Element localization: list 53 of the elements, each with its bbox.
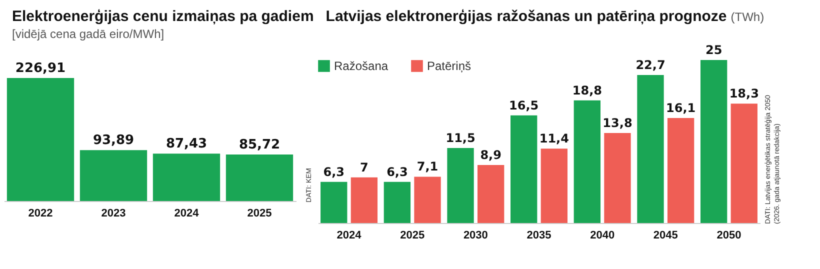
x-tick-label: 2023	[101, 208, 126, 220]
bar	[350, 177, 378, 223]
x-tick-label: 2030	[463, 230, 488, 242]
legend-label: Patēriņš	[426, 59, 471, 73]
bar	[80, 150, 148, 201]
data-label: 93,89	[92, 133, 134, 148]
bar	[730, 104, 758, 223]
data-label: 85,72	[238, 138, 280, 153]
x-tick-label: 2022	[28, 208, 53, 220]
data-label: 8,9	[480, 148, 502, 162]
data-label: 13,8	[602, 116, 632, 130]
chart-title: Elektroenerģijas cenu izmaiņas pa gadiem	[12, 8, 314, 25]
data-label: 87,43	[166, 136, 208, 152]
bar	[152, 154, 220, 201]
bar	[540, 148, 568, 223]
data-label: 7,1	[416, 160, 438, 174]
x-tick-label: 2040	[590, 230, 614, 242]
data-label: 22,7	[635, 58, 666, 72]
chart-subtitle: (TWh)	[730, 10, 764, 24]
data-label: 226,91	[15, 61, 66, 76]
bar	[384, 182, 410, 223]
x-tick-label: 2050	[716, 230, 741, 242]
bar	[226, 154, 294, 201]
data-label: 16,5	[508, 98, 538, 112]
x-tick-label: 2025	[400, 230, 424, 242]
x-tick-label: 2025	[247, 208, 272, 220]
bar	[636, 74, 664, 223]
data-label: 6,3	[323, 164, 344, 179]
x-tick-label: 2045	[653, 230, 678, 242]
bar	[700, 60, 727, 223]
data-label: 6,3	[386, 164, 408, 179]
bar	[414, 176, 441, 223]
bar	[667, 118, 694, 223]
data-label: 7	[360, 160, 368, 174]
bar	[6, 78, 74, 201]
chart-subtitle: [vidējā cena gadā eiro/MWh]	[12, 27, 166, 41]
x-tick-label: 2024	[174, 208, 200, 220]
bar	[477, 164, 504, 223]
data-label: 11,4	[539, 132, 569, 146]
bar	[574, 100, 600, 223]
data-label: 11,5	[445, 131, 476, 146]
x-tick-label: 2035	[526, 230, 552, 242]
bar	[320, 182, 347, 223]
bar	[604, 133, 631, 223]
x-tick-label: 2024	[336, 230, 362, 242]
data-label: 16,1	[666, 101, 696, 116]
legend-label: Ražošana	[334, 59, 388, 73]
data-label: 18,8	[572, 83, 602, 98]
chart-title: Latvijas elektronerģijas ražošanas un patēriņa prognoze	[326, 8, 727, 25]
data-label: 25	[705, 43, 722, 57]
bar	[446, 148, 474, 223]
data-label: 18,3	[729, 86, 759, 101]
bar	[510, 115, 537, 223]
